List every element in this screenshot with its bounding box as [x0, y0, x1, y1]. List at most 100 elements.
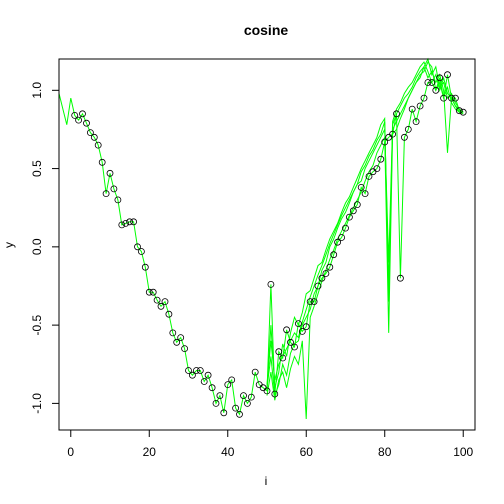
- y-tick-label: 0.5: [30, 160, 44, 177]
- data-point: [416, 102, 424, 110]
- data-point: [459, 108, 467, 116]
- data-point: [90, 133, 98, 141]
- y-axis: 1.0 0.5 0.0 -0.5 -1.0: [30, 82, 59, 414]
- series-line-4: [266, 65, 464, 396]
- data-point: [161, 298, 169, 306]
- data-point: [110, 185, 118, 193]
- data-point: [314, 282, 322, 290]
- data-point: [389, 130, 397, 138]
- data-point: [287, 338, 294, 346]
- x-axis-label: i: [265, 474, 268, 488]
- data-point: [240, 392, 247, 400]
- data-point: [275, 348, 283, 356]
- data-point: [436, 74, 444, 82]
- data-point: [420, 94, 428, 102]
- data-point: [330, 251, 338, 259]
- x-tick-label: 40: [221, 445, 235, 459]
- data-point: [126, 218, 134, 226]
- x-tick-label: 20: [143, 445, 157, 459]
- data-point: [98, 158, 106, 166]
- x-tick-label: 80: [378, 445, 392, 459]
- data-point: [118, 221, 126, 229]
- data-point: [149, 288, 157, 296]
- data-point: [448, 94, 455, 102]
- data-point: [428, 79, 436, 86]
- data-point: [75, 116, 82, 124]
- data-point: [318, 274, 326, 282]
- data-point: [224, 381, 232, 389]
- y-tick-label: -1.0: [30, 393, 44, 414]
- data-point: [94, 141, 102, 149]
- data-point: [212, 399, 220, 407]
- data-point: [342, 224, 349, 232]
- points-layer: [71, 71, 467, 418]
- data-point: [345, 213, 353, 221]
- data-point: [283, 326, 291, 334]
- data-point: [102, 190, 110, 198]
- data-point: [122, 219, 130, 227]
- data-point: [294, 320, 302, 328]
- data-point: [412, 118, 420, 125]
- data-point: [157, 302, 165, 310]
- data-point: [188, 371, 196, 379]
- data-point: [137, 248, 145, 255]
- data-point: [208, 384, 216, 392]
- data-point: [440, 94, 448, 102]
- data-point: [455, 107, 463, 115]
- data-point: [71, 112, 79, 119]
- data-point: [83, 119, 90, 127]
- data-point: [381, 138, 389, 146]
- data-point: [87, 129, 94, 137]
- data-point: [326, 263, 334, 271]
- data-point: [185, 367, 192, 374]
- data-point: [322, 270, 330, 277]
- x-tick-label: 0: [67, 445, 74, 459]
- x-tick-label: 100: [453, 445, 473, 459]
- data-point: [349, 207, 357, 215]
- data-point: [302, 323, 310, 331]
- data-point: [396, 274, 404, 282]
- y-tick-label: 0.0: [30, 238, 44, 255]
- data-point: [373, 165, 381, 173]
- data-point: [79, 110, 86, 118]
- y-tick-label: -0.5: [30, 314, 44, 335]
- data-point: [130, 218, 138, 226]
- data-point: [216, 392, 224, 400]
- data-point: [451, 94, 459, 102]
- data-point: [263, 387, 271, 395]
- data-point: [232, 404, 240, 412]
- data-point: [393, 110, 400, 118]
- data-point: [310, 298, 318, 306]
- data-point: [334, 238, 342, 246]
- data-point: [432, 86, 440, 94]
- data-point: [424, 79, 432, 86]
- data-point: [204, 371, 212, 379]
- data-point: [177, 334, 185, 342]
- data-point: [400, 133, 408, 141]
- data-point: [298, 327, 306, 335]
- data-point: [114, 196, 122, 204]
- data-point: [357, 183, 365, 191]
- data-point: [196, 367, 204, 374]
- data-point: [377, 155, 385, 163]
- data-point: [173, 338, 181, 346]
- y-tick-label: 1.0: [30, 82, 44, 99]
- data-point: [404, 125, 412, 133]
- data-point: [365, 172, 373, 180]
- data-point: [141, 263, 149, 271]
- data-point: [134, 243, 141, 251]
- series-layer: [58, 57, 464, 420]
- data-point: [408, 105, 416, 113]
- data-point: [228, 376, 236, 384]
- data-point: [251, 368, 259, 376]
- data-point: [181, 345, 189, 353]
- chart-title: cosine: [244, 22, 289, 38]
- data-point: [236, 410, 243, 418]
- data-point: [247, 393, 255, 401]
- series-line-3: [266, 57, 464, 420]
- data-point: [353, 201, 361, 209]
- data-point: [291, 343, 298, 351]
- data-point: [338, 234, 346, 241]
- data-point: [267, 280, 275, 288]
